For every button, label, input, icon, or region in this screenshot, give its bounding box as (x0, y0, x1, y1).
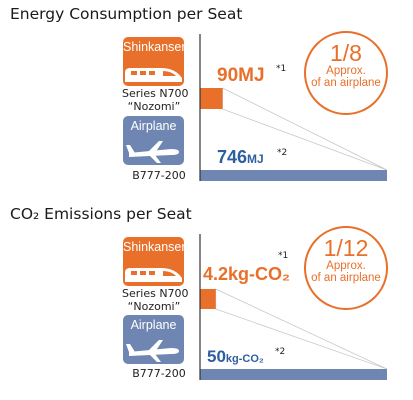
chart-title: CO₂ Emissions per Seat (10, 205, 192, 223)
airplane-caption: B777-200 (128, 169, 190, 182)
co2-chart (199, 234, 388, 380)
category-label: Airplane (130, 318, 177, 332)
value-number: 746 (217, 147, 248, 167)
bar-shinkansen (200, 289, 216, 309)
value-label-airplane: 50kg-CO₂ (207, 347, 264, 367)
bar-airplane (200, 170, 387, 181)
ratio-text: of an airplane (311, 272, 381, 284)
ratio-value: 1/8 (330, 40, 362, 66)
category-caption-line: Series N700 (122, 87, 189, 100)
bullet-train-icon (125, 268, 182, 282)
co2-panel: CO₂ Emissions per Seat Shinkansen Series… (0, 200, 413, 400)
value-label-shinkansen: 90MJ (217, 65, 265, 87)
ratio-text: Approx. (326, 260, 366, 272)
bullet-train-icon (125, 68, 182, 82)
bar-shinkansen (200, 88, 223, 109)
category-label: Shinkansen (123, 40, 184, 54)
category-caption-line: Series N700 (122, 287, 189, 300)
footnote-marker: *1 (276, 64, 287, 74)
value-number: 4.2 (203, 264, 229, 284)
category-label: Airplane (130, 119, 177, 133)
ratio-text: of an airplane (311, 77, 381, 89)
value-unit: kg-CO₂ (225, 353, 264, 365)
bar-airplane (200, 369, 387, 380)
chart-title: Energy Consumption per Seat (10, 5, 243, 23)
category-caption-line: B777-200 (132, 169, 186, 182)
shinkansen-badge: Shinkansen (123, 237, 184, 286)
airplane-icon (126, 340, 179, 362)
shinkansen-caption: Series N700 “Nozomi” (122, 287, 189, 313)
category-label: Shinkansen (123, 240, 184, 254)
ratio-badge: 1/12 Approx. of an airplane (304, 226, 388, 310)
value-label-shinkansen: 4.2kg-CO₂ (203, 264, 290, 285)
value-unit: MJ (238, 65, 265, 86)
value-unit: MJ (247, 152, 264, 166)
energy-panel: Energy Consumption per Seat Shinkansen S… (10, 5, 388, 182)
energy-chart (199, 34, 388, 181)
shinkansen-caption: Series N700 “Nozomi” (122, 87, 189, 113)
airplane-caption: B777-200 (128, 367, 190, 380)
value-unit: kg-CO₂ (228, 264, 291, 284)
value-label-airplane: 746MJ (217, 147, 264, 168)
footnote-marker: *2 (277, 148, 288, 158)
category-caption-line: “Nozomi” (127, 300, 181, 313)
category-caption-line: “Nozomi” (127, 100, 181, 113)
value-number: 90 (217, 65, 239, 86)
value-number: 50 (207, 347, 226, 366)
airplane-badge: Airplane (123, 315, 184, 364)
category-caption-line: B777-200 (132, 367, 186, 380)
ratio-value: 1/12 (323, 235, 369, 261)
airplane-badge: Airplane (123, 116, 184, 165)
shinkansen-badge: Shinkansen (123, 37, 184, 86)
footnote-marker: *1 (278, 251, 289, 261)
ratio-text: Approx. (326, 65, 366, 77)
ratio-badge: 1/8 Approx. of an airplane (304, 31, 388, 115)
airplane-icon (126, 141, 179, 163)
footnote-marker: *2 (275, 347, 286, 357)
